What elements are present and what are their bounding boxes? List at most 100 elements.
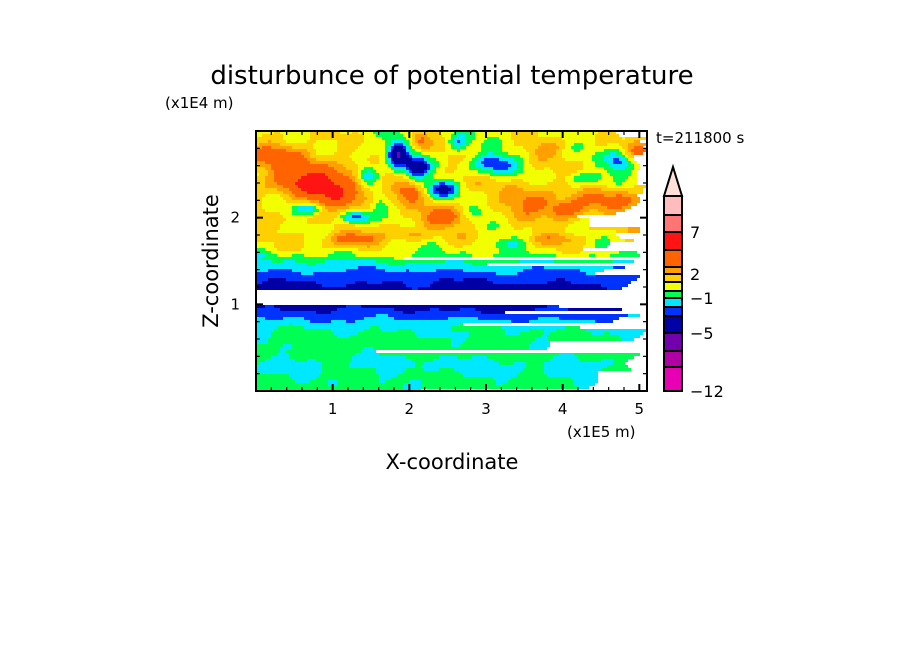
contour-band-segment (523, 158, 529, 161)
contour-band-segment (460, 161, 469, 164)
colorbar-box (663, 306, 683, 317)
contour-band-segment (463, 212, 472, 215)
contour-band-segment (352, 251, 415, 254)
contour-band-segment (541, 242, 562, 245)
contour-band-segment (556, 278, 565, 281)
contour-band-segment (622, 155, 625, 158)
contour-band-segment (535, 308, 568, 311)
contour-band-segment (292, 269, 346, 272)
contour-band-segment (628, 314, 640, 317)
contour-band-segment (598, 131, 616, 134)
contour-band-segment (322, 368, 376, 371)
contour-band-segment (613, 260, 634, 263)
contour-band-segment (322, 239, 331, 242)
contour-band-segment (310, 161, 337, 164)
contour-band-segment (613, 266, 625, 269)
contour-band-segment (622, 146, 628, 149)
contour-band-segment (457, 140, 460, 143)
contour-band-segment (610, 332, 643, 335)
contour-band-segment (631, 170, 637, 173)
contour-band-segment (430, 284, 601, 287)
contour-band-segment (256, 371, 259, 374)
contour-band-segment (289, 323, 292, 326)
contour-band-segment (523, 170, 553, 173)
contour-band-segment (493, 254, 556, 257)
contour-band-segment (469, 209, 481, 212)
contour-band-segment (373, 194, 385, 197)
contour-band-segment (421, 185, 424, 188)
contour-band-segment (337, 236, 373, 239)
contour-band-segment (514, 215, 541, 218)
contour-band-segment (505, 332, 520, 335)
contour-band-segment (313, 215, 337, 218)
contour-band-segment (256, 233, 304, 236)
contour-band-segment (613, 179, 625, 182)
contour-band-segment (364, 185, 382, 188)
contour-band-segment (322, 371, 376, 374)
contour-band-segment (451, 338, 466, 341)
y-unit-label: (x1E4 m) (165, 94, 234, 112)
contour-band-segment (337, 239, 373, 242)
contour-band-segment (268, 341, 451, 344)
contour-band-segment (346, 212, 352, 215)
contour-band-segment (316, 152, 334, 155)
contour-band-segment (478, 236, 511, 239)
contour-band-segment (292, 377, 316, 380)
contour-band-segment (418, 188, 424, 191)
contour-band-segment (460, 344, 529, 347)
contour-band-segment (583, 245, 595, 248)
contour-band-segment (286, 149, 307, 152)
contour-band-segment (631, 200, 640, 203)
contour-band-segment (529, 329, 544, 332)
contour-band-segment (421, 365, 526, 368)
contour-band-segment (577, 170, 607, 173)
chart-title: disturbunce of potential temperature (210, 61, 693, 91)
contour-band-segment (418, 191, 421, 194)
contour-band-segment (517, 218, 535, 221)
contour-band-segment (565, 236, 586, 239)
contour-band-segment (379, 200, 382, 203)
contour-band-segment (616, 194, 622, 197)
contour-band-segment (523, 188, 583, 191)
y-tick-label: 2 (230, 209, 240, 227)
contour-band-segment (391, 185, 415, 188)
contour-band-segment (460, 212, 463, 215)
contour-band-segment (427, 188, 430, 191)
contour-band-segment (607, 143, 619, 146)
contour-band-segment (460, 191, 484, 194)
contour-band-segment (556, 248, 583, 251)
contour-band-segment (619, 158, 625, 161)
contour-band-segment (562, 251, 580, 254)
contour-band-segment (493, 377, 511, 380)
contour-band-segment (574, 179, 598, 182)
contour-band-segment (418, 194, 421, 197)
contour-band-segment (454, 170, 478, 173)
contour-band-segment (541, 233, 559, 236)
contour-band-segment (271, 164, 328, 167)
contour-band-segment (334, 251, 352, 254)
contour-band-segment (466, 182, 475, 185)
contour-band-segment (457, 185, 460, 188)
contour-band-segment (298, 185, 340, 188)
contour-band-segment (325, 173, 343, 176)
contour-band-segment (583, 194, 604, 197)
contour-band-segment (259, 371, 322, 374)
contour-band-segment (454, 197, 487, 200)
contour-band-segment (355, 185, 361, 188)
contour-band-segment (319, 374, 379, 377)
contour-band-segment (364, 200, 373, 203)
contour-band-segment (256, 155, 304, 158)
contour-band-segment (595, 245, 607, 248)
contour-band-segment (559, 146, 565, 149)
contour-band-segment (397, 152, 400, 155)
contour-band-segment (370, 326, 379, 329)
contour-band-segment (292, 209, 298, 212)
contour-band-segment (256, 311, 316, 314)
contour-band-segment (256, 203, 262, 206)
contour-band-segment (325, 206, 349, 209)
contour-band-segment (508, 161, 517, 164)
contour-band-segment (373, 176, 379, 179)
contour-band-segment (316, 203, 319, 206)
contour-band-segment (328, 209, 337, 212)
contour-band-segment (262, 146, 271, 149)
